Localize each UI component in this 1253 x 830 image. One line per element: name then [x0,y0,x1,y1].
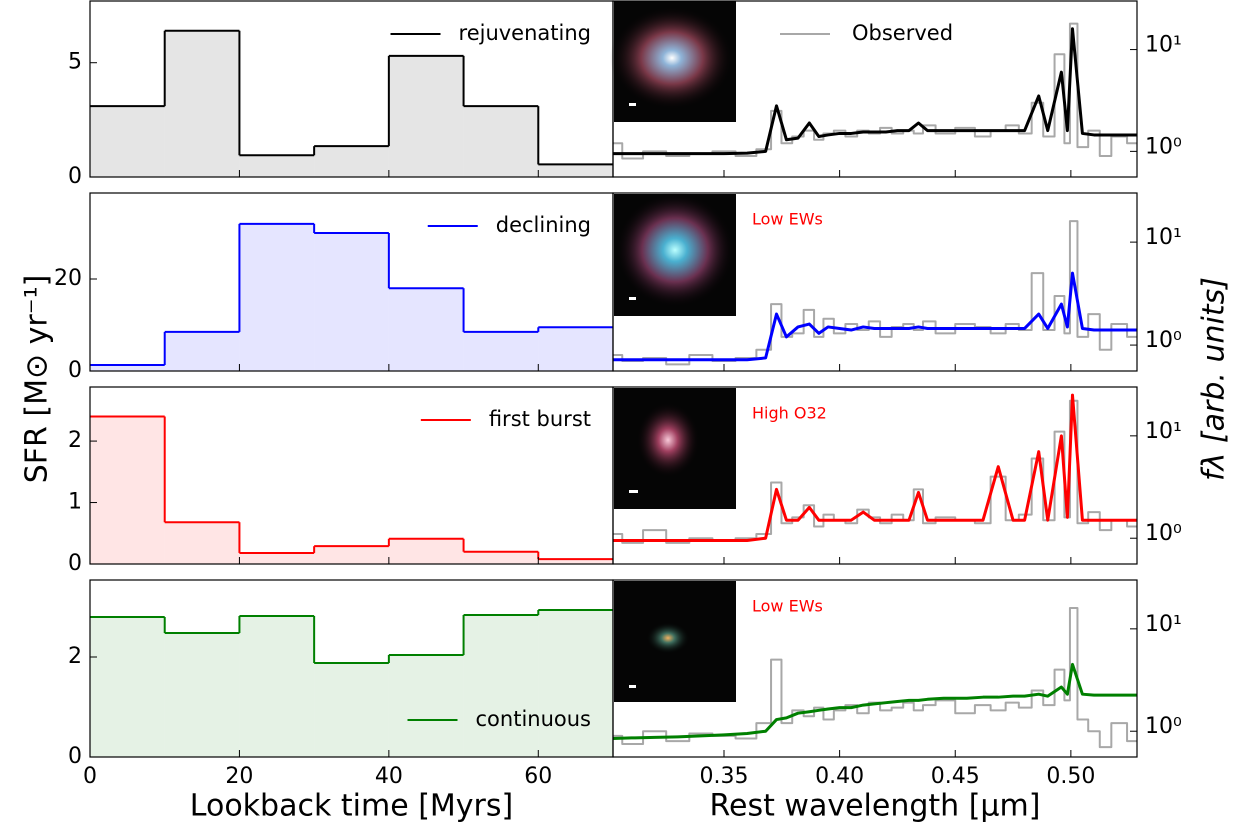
y-tick-label: 10¹ [1145,33,1182,58]
sfr-bar [239,553,314,564]
y-tick-label: 0 [68,164,82,189]
annotation: Low EWs [752,597,823,616]
annotation: High O32 [752,404,827,423]
sfr-bar [464,615,539,757]
x-axis-label: Rest wavelength [μm] [710,789,1041,824]
y-tick-label: 0 [68,551,82,576]
sfr-bar [165,633,240,757]
sfr-bar [314,546,389,564]
sfr-bar [314,233,389,371]
y-tick-label: 0 [68,358,82,383]
legend-label: continuous [476,707,592,731]
sfr-bar [538,164,613,177]
x-axis-label: Lookback time [Myrs] [190,789,513,824]
y-tick-label: 10⁰ [1145,521,1182,546]
sfr-bar [538,610,613,757]
y-tick-label: 10⁰ [1145,714,1182,739]
sfr-bar [314,146,389,177]
sfr-bar [165,332,240,371]
annotation: Low EWs [752,210,823,229]
galaxy-glow [636,402,700,478]
scale-bar [629,490,638,493]
sfr-bar [90,417,165,565]
x-tick-label: 0 [83,764,97,789]
y-tick-label: 10¹ [1145,612,1182,637]
figure: rejuvenating declining first burst continuo… [0,0,1253,830]
sfr-bar [314,663,389,757]
sfr-bar [464,552,539,564]
sfr-bar [538,327,613,371]
sfr-bar [464,332,539,371]
sfr-bar [239,155,314,177]
sfr-bar [165,31,240,177]
galaxy-glow [610,6,734,110]
y-tick-label: 0 [68,744,82,769]
x-tick-label: 60 [524,764,552,789]
y-axis-label: fλ [arb. units] [1197,277,1232,481]
sfr-bar [90,617,165,757]
y-tick-label: 10¹ [1145,419,1182,444]
x-tick-label: 0.45 [931,764,980,789]
legend-label: first burst [489,407,591,431]
x-tick-label: 0.35 [700,764,749,789]
legend-label: rejuvenating [459,21,591,45]
x-tick-label: 20 [225,764,253,789]
page: rejuvenating declining first burst continuo… [0,0,1253,830]
sfr-bar [389,655,464,757]
sfr-bar [90,106,165,177]
sfr-bar [165,522,240,564]
sfr-bar [389,539,464,564]
x-tick-label: 40 [375,764,403,789]
sfr-bar [239,224,314,371]
y-tick-label: 2 [68,644,82,669]
legend-label: declining [496,213,591,237]
sfr-bar [389,288,464,371]
sfr-bar [389,56,464,177]
galaxy-images [610,1,736,702]
galaxy-glow [615,192,735,308]
y-axis-label: SFR [M⊙ yr⁻¹] [20,275,55,484]
x-tick-label: 0.50 [1046,764,1095,789]
x-tick-label: 0.40 [815,764,864,789]
scale-bar [629,297,636,300]
legend-label: Observed [852,21,953,45]
y-tick-label: 10⁰ [1145,328,1182,353]
y-tick-label: 1 [68,490,82,515]
sfr-bar [239,616,314,757]
y-tick-label: 5 [68,50,82,75]
sfr-bar [464,106,539,177]
scale-bar [629,103,636,106]
scale-bar [629,685,636,688]
y-tick-label: 10¹ [1145,225,1182,250]
galaxy-glow [646,622,690,654]
y-tick-label: 20 [54,266,82,291]
y-tick-label: 2 [68,428,82,453]
y-tick-label: 10⁰ [1145,134,1182,159]
